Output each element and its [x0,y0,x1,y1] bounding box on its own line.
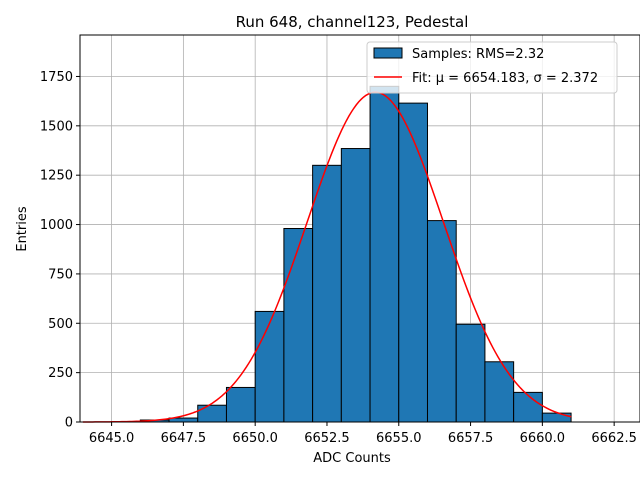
histogram-bar [513,391,543,423]
x-tick-label: 6655.0 [376,431,422,446]
legend-fit-label: Fit: μ = 6654.183, σ = 2.372 [412,71,598,86]
histogram-bar [398,102,428,423]
x-tick-label: 6660.0 [520,431,566,446]
y-tick-label: 500 [48,317,73,332]
legend-histogram-swatch [373,47,403,59]
y-axis-label: Entries [15,206,30,252]
y-tick-label: 1750 [40,70,73,85]
y-tick-label: 1000 [40,218,73,233]
y-tick-label: 750 [48,267,73,282]
y-tick-label: 1250 [40,169,73,184]
legend-box [366,41,618,94]
x-tick-label: 6652.5 [304,431,350,446]
histogram-bar [369,85,400,423]
chart-title: Run 648, channel123, Pedestal [236,13,469,31]
y-tick-label: 0 [65,416,73,431]
histogram-bars [139,85,572,423]
histogram-bar [541,412,572,423]
x-tick-label: 6650.0 [232,431,278,446]
legend: Samples: RMS=2.32 Fit: μ = 6654.183, σ =… [366,41,618,94]
histogram-bar [455,323,486,423]
histogram-bar [254,310,285,423]
x-tick-label: 6645.0 [89,431,135,446]
x-tick-label: 6647.5 [161,431,207,446]
y-tick-label: 250 [48,366,73,381]
legend-histogram-label: Samples: RMS=2.32 [412,47,544,62]
fit-curve-group [82,91,572,423]
plot-frame [79,34,640,423]
histogram-bar [426,220,457,423]
x-tick-label: 6662.5 [591,431,637,446]
histogram-bar [484,361,515,423]
histogram-bar [225,386,256,423]
histogram-bar [312,164,342,423]
histogram-bar [197,404,227,423]
histogram-bar [340,148,371,423]
y-axis-ticks: 0 250 500 750 1000 1250 1500 1750 [40,70,80,431]
histogram-bar [283,228,314,423]
x-axis-ticks: 6645.0 6647.5 6650.0 6652.5 6655.0 6657.5 6660… [89,422,637,446]
x-tick-label: 6657.5 [448,431,494,446]
x-axis-label: ADC Counts [313,451,391,466]
fit-curve [82,91,572,423]
y-tick-label: 1500 [40,119,73,134]
